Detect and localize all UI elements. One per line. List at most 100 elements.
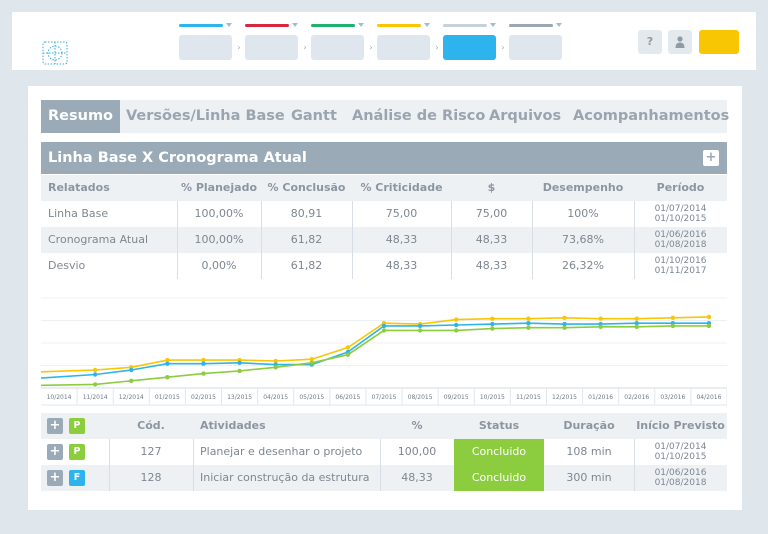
divider (451, 201, 452, 227)
step-4-button[interactable] (377, 35, 430, 60)
header-conclusao: % Conclusão (267, 181, 346, 194)
duracao-cell: 108 min (566, 445, 612, 458)
x-tick-label: 08/2015 (408, 394, 433, 401)
desempenho-cell: 26,32% (562, 259, 604, 272)
data-point (598, 324, 603, 329)
step-3-indicator (311, 24, 355, 27)
chevron-down-icon[interactable] (292, 23, 298, 27)
data-point (165, 361, 170, 366)
criticidade-cell: 75,00 (385, 207, 418, 220)
relatado-cell: Linha Base (48, 207, 109, 220)
data-point (562, 315, 567, 320)
data-point (381, 328, 387, 333)
type-badge: P (69, 418, 85, 434)
data-point (381, 323, 387, 329)
divider (380, 439, 381, 465)
activities-table: + P Cód. Atividades% Status Duração Início Pre… (41, 413, 727, 493)
expand-row-button[interactable]: + (47, 470, 63, 486)
data-point (237, 360, 242, 365)
periodo-inicio: 01/06/2016 (654, 230, 707, 240)
step-5-indicator (443, 24, 487, 27)
data-point (598, 316, 603, 321)
data-point (526, 316, 531, 321)
chevron-right-icon: › (369, 43, 373, 52)
expand-button[interactable]: + (703, 150, 719, 166)
data-point (634, 324, 639, 329)
data-point (706, 314, 712, 320)
step-1-indicator (179, 24, 223, 27)
tab-resumo[interactable]: Resumo (41, 100, 121, 133)
atividade-cell: Iniciar construção da estrutura (200, 471, 370, 484)
inicio-date-2: 01/08/2018 (654, 478, 707, 488)
divider (261, 253, 262, 279)
expand-all-button[interactable]: + (47, 418, 63, 434)
data-point (345, 345, 351, 350)
inicio-date-1: 01/07/2014 (654, 442, 707, 452)
data-point (201, 371, 206, 376)
step-4-indicator (377, 24, 421, 27)
data-point (670, 323, 676, 329)
planejado-cell: 100,00% (194, 207, 244, 220)
tab-acompanhamentos[interactable]: Acompanhamentos (573, 108, 730, 124)
activities-header-row: + P Cód. Atividades% Status Duração Início Pre… (41, 413, 727, 439)
x-tick-label: 07/2015 (372, 394, 397, 401)
divider (532, 201, 533, 227)
tab-analise-de-risco[interactable]: Análise de Risco (352, 108, 486, 124)
periodo-inicio: 01/07/2014 (654, 204, 707, 214)
data-point (526, 321, 531, 326)
chevron-down-icon[interactable] (358, 23, 364, 27)
status-badge[interactable]: Concluido (454, 439, 544, 465)
tab-gantt[interactable]: Gantt (291, 108, 337, 124)
tab-arquivos[interactable]: Arquivos (489, 108, 562, 124)
user-button[interactable] (668, 30, 692, 54)
activity-row: + F 128 Iniciar construção da estrutura 48,3… (41, 465, 727, 491)
status-badge[interactable]: Concluido (454, 465, 544, 491)
tab-versoes-linha-base[interactable]: Versões/Linha Base (126, 108, 285, 124)
data-point (92, 382, 98, 387)
step-1-button[interactable] (179, 35, 232, 60)
data-point (417, 323, 423, 329)
divider (193, 465, 194, 491)
primary-action-button[interactable] (699, 30, 739, 54)
periodo-inicio: 01/10/2016 (654, 256, 707, 266)
data-point (129, 378, 134, 383)
data-point (129, 367, 134, 373)
chevron-down-icon[interactable] (424, 23, 430, 27)
valor-cell: 75,00 (475, 207, 508, 220)
data-point (526, 325, 531, 330)
chevron-down-icon[interactable] (226, 23, 232, 27)
chevron-right-icon: › (303, 43, 307, 52)
desempenho-cell: 73,68% (562, 233, 604, 246)
help-button[interactable]: ? (638, 30, 662, 54)
type-badge: P (69, 444, 85, 460)
step-5-button[interactable] (443, 35, 496, 60)
x-tick-label: 04/2016 (696, 394, 721, 401)
step-6-button[interactable] (509, 35, 562, 60)
x-tick-label: 03/2016 (660, 394, 685, 401)
divider (532, 227, 533, 253)
divider (352, 253, 353, 279)
divider (634, 465, 635, 491)
conclusao-cell: 61,82 (290, 233, 323, 246)
comparison-table: Relatados % Planejado % Conclusão % Critici… (41, 175, 727, 279)
divider (261, 201, 262, 227)
criticidade-cell: 48,33 (385, 233, 418, 246)
divider (177, 227, 178, 253)
data-point (562, 321, 567, 327)
expand-row-button[interactable]: + (47, 444, 63, 460)
x-tick-label: 12/2014 (119, 394, 144, 401)
chevron-down-icon[interactable] (556, 23, 562, 27)
step-2-button[interactable] (245, 35, 298, 60)
step-3-button[interactable] (311, 35, 364, 60)
x-tick-label: 05/2015 (299, 394, 324, 401)
series-line-2 (41, 322, 709, 379)
data-point (706, 323, 712, 329)
criticidade-cell: 48,33 (385, 259, 418, 272)
header-status: Status (478, 419, 520, 432)
data-point (490, 321, 495, 327)
inicio-previsto-cell: 01/06/2016 01/08/2018 (634, 465, 727, 491)
chevron-down-icon[interactable] (490, 23, 496, 27)
header-planejado: % Planejado (180, 181, 258, 194)
periodo-cell: 01/10/2016 01/11/2017 (634, 253, 727, 279)
divider (177, 201, 178, 227)
